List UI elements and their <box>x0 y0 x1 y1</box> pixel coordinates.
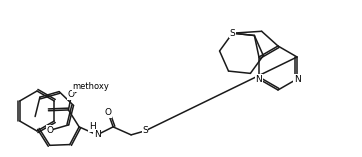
Text: N: N <box>294 75 300 84</box>
Text: S: S <box>142 126 148 135</box>
Text: H: H <box>89 122 96 131</box>
Text: S: S <box>230 29 235 38</box>
Text: O: O <box>46 126 53 135</box>
Text: O: O <box>105 108 111 117</box>
Text: O: O <box>68 90 75 99</box>
Text: methoxy: methoxy <box>72 82 109 91</box>
Text: N: N <box>256 75 262 84</box>
Text: N: N <box>94 130 101 139</box>
